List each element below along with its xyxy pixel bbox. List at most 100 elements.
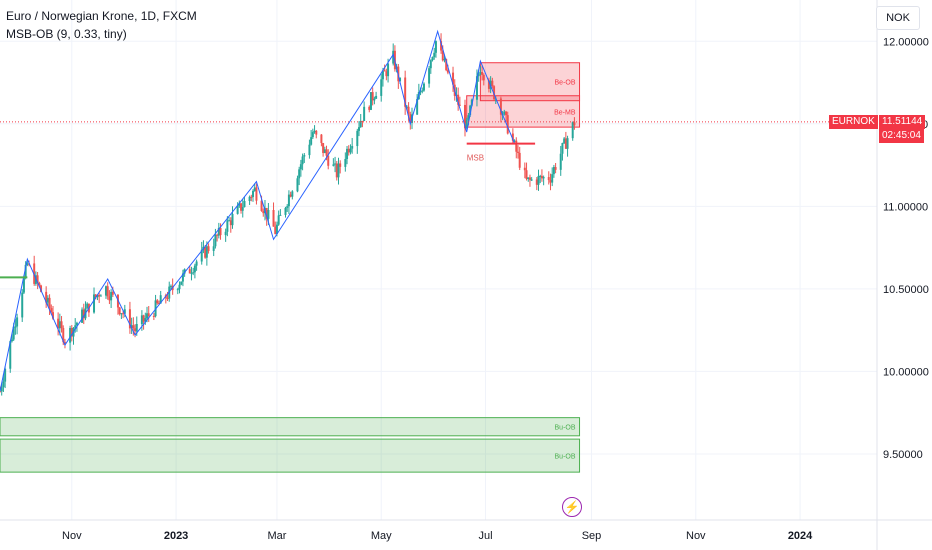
- candle-body: [216, 234, 219, 236]
- candle-body: [469, 105, 472, 116]
- candle-body: [157, 303, 160, 305]
- y-tick-label: 12.00000: [883, 36, 929, 48]
- candle-body: [193, 265, 196, 273]
- candle-body: [82, 309, 85, 319]
- candle-body: [301, 156, 304, 165]
- candle-body: [359, 120, 362, 128]
- candle-body: [310, 137, 313, 145]
- candle-body: [347, 148, 350, 153]
- candle-body: [122, 313, 125, 315]
- candle-body: [4, 368, 7, 382]
- candle-body: [45, 291, 48, 303]
- candle-body: [441, 50, 444, 61]
- candle-body: [516, 151, 519, 153]
- candle-body: [446, 70, 449, 73]
- candle-body: [363, 106, 366, 121]
- candle-body: [563, 138, 566, 143]
- candle-body: [361, 120, 364, 122]
- candle-body: [74, 325, 77, 328]
- candle-body: [9, 341, 12, 369]
- zone-bear-0: [479, 62, 581, 102]
- candle-body: [192, 272, 195, 274]
- candle-body: [142, 315, 145, 322]
- candle-body: [267, 210, 270, 219]
- candle-body: [434, 41, 437, 53]
- candle-body: [327, 155, 330, 166]
- candle-body: [252, 190, 255, 197]
- candle-body: [481, 72, 484, 75]
- zone-label: Bu-OB: [555, 425, 576, 432]
- candle-body: [387, 63, 390, 77]
- candle-body: [12, 326, 15, 340]
- candle-body: [349, 148, 352, 153]
- x-tick-label: 2024: [788, 530, 813, 542]
- candle-body: [463, 104, 466, 129]
- currency-selector[interactable]: NOK: [876, 6, 920, 30]
- candle-body: [525, 170, 528, 179]
- symbol-price-tag: EURNOK: [829, 114, 878, 129]
- candle-body: [81, 309, 84, 323]
- candle-body: [505, 111, 508, 116]
- candle-body: [346, 148, 349, 159]
- candle-body: [231, 213, 234, 226]
- x-tick-label: Sep: [582, 530, 602, 542]
- candle-body: [21, 292, 24, 318]
- candle-body: [229, 220, 232, 226]
- symbol-title[interactable]: Euro / Norwegian Krone, 1D, FXCM: [6, 9, 197, 23]
- candle-body: [275, 224, 278, 234]
- candle-body: [479, 72, 482, 75]
- candle-body: [375, 95, 378, 99]
- candle-body: [298, 169, 301, 179]
- candle-body: [537, 176, 540, 185]
- candle-body: [491, 80, 494, 87]
- candle-body: [383, 70, 386, 72]
- candle-body: [433, 52, 436, 58]
- candle-body: [70, 327, 73, 337]
- candle-body: [120, 313, 123, 315]
- candle-body: [392, 50, 395, 64]
- candle-body: [50, 308, 53, 313]
- candle-body: [14, 326, 17, 328]
- candle-body: [573, 122, 576, 126]
- candle-body: [429, 60, 432, 69]
- candle-body: [140, 315, 143, 325]
- candle-body: [409, 114, 412, 123]
- candle-body: [503, 111, 506, 115]
- candle-body: [75, 322, 78, 326]
- candle-body: [195, 261, 198, 266]
- candle-body: [176, 289, 179, 291]
- candle-body: [518, 152, 521, 168]
- candle-body: [86, 303, 89, 309]
- candle-body: [499, 98, 502, 115]
- lightning-bolt-icon[interactable]: ⚡: [562, 497, 582, 517]
- candle-body: [94, 294, 97, 298]
- candle-body: [260, 200, 263, 211]
- candle-body: [422, 83, 425, 91]
- candle-body: [110, 291, 113, 301]
- candle-body: [356, 130, 359, 147]
- candle-body: [207, 246, 210, 251]
- candle-body: [452, 72, 455, 85]
- candle-body: [248, 196, 251, 201]
- candle-body: [118, 307, 121, 315]
- x-tick-label: 2023: [164, 530, 188, 542]
- candle-body: [181, 273, 184, 282]
- candle-body: [554, 167, 557, 170]
- x-tick-label: Nov: [686, 530, 706, 542]
- candle-body: [291, 191, 294, 197]
- candle-body: [146, 313, 149, 319]
- candle-body: [303, 155, 306, 157]
- candle-body: [250, 196, 253, 198]
- candle-body: [10, 339, 13, 342]
- candle-body: [26, 263, 29, 265]
- candle-body: [337, 163, 340, 178]
- candle-body: [322, 142, 325, 153]
- y-tick-label: 10.00000: [883, 366, 929, 378]
- candle-body: [523, 167, 526, 171]
- candle-body: [212, 246, 215, 251]
- indicator-legend[interactable]: MSB-OB (9, 0.33, tiny): [6, 27, 127, 41]
- candle-body: [407, 106, 410, 115]
- y-tick-label: 10.50000: [883, 284, 929, 296]
